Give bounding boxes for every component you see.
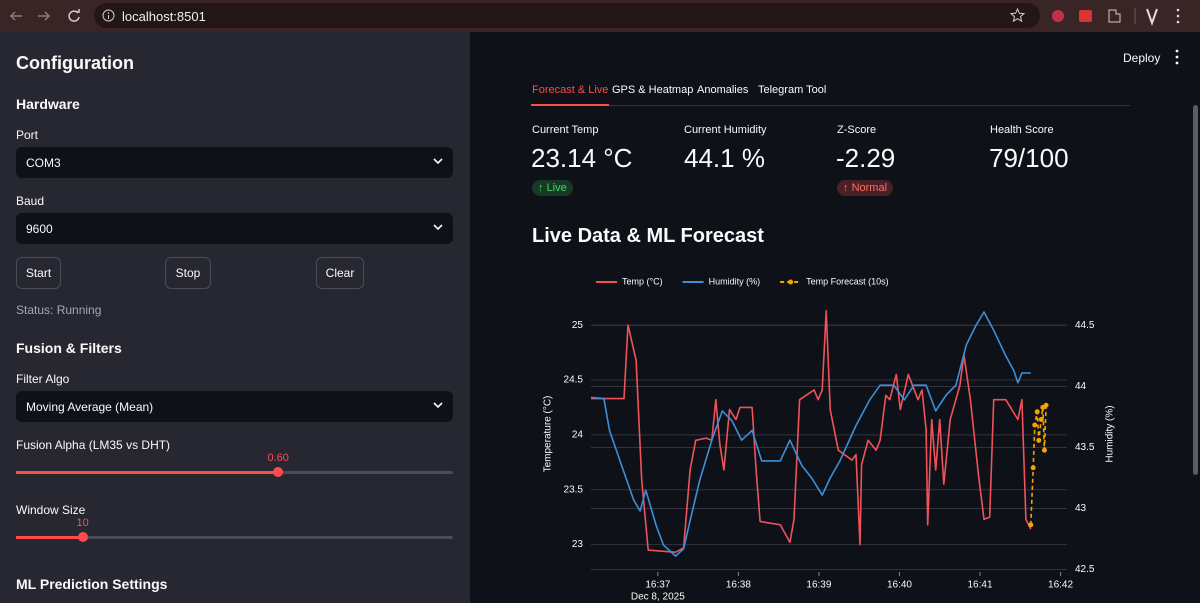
chevron	[433, 402, 443, 409]
star-icon[interactable]	[1010, 8, 1025, 23]
series-marker	[1036, 437, 1042, 443]
metric-delta: ↑ Normal	[837, 180, 894, 196]
metric-label: Health Score	[990, 124, 1054, 136]
y-axis-label: Temperature (°C)	[543, 396, 554, 473]
select-value: COM3	[26, 156, 61, 170]
x-tick-label: 16:38	[726, 580, 751, 591]
field-label: Window Size	[16, 503, 86, 517]
slider-fill	[16, 471, 279, 474]
tab-rule	[531, 105, 1130, 106]
port-select[interactable]: COM3	[16, 147, 453, 178]
legend-label: Humidity (%)	[709, 276, 761, 286]
y-tick-label: 23.5	[564, 484, 584, 495]
status-text: Status: Running	[16, 303, 102, 317]
x-sublabel: Dec 8, 2025	[631, 592, 685, 603]
x-tick-label: 16:40	[887, 580, 912, 591]
field-label: Filter Algo	[16, 372, 70, 386]
y-tick-label: 23	[572, 539, 584, 550]
metric-label: Current Humidity	[684, 124, 767, 136]
slider[interactable]: 10	[16, 517, 453, 542]
x-tick-label: 16:41	[967, 580, 992, 591]
browser-bar: localhost:8501	[0, 0, 1200, 32]
clear-button[interactable]: Clear	[316, 257, 364, 289]
tab[interactable]: Anomalies	[697, 84, 749, 96]
metric-label: Current Temp	[532, 124, 599, 136]
arrow: ↑	[843, 182, 852, 194]
legend-label: Temp (°C)	[622, 276, 663, 286]
deploy-button[interactable]: Deploy	[1123, 51, 1161, 65]
tab[interactable]: Telegram Tool	[758, 84, 827, 96]
x-tick-label: 16:39	[806, 580, 831, 591]
metric-value: 23.14 °C	[531, 143, 633, 173]
legend-label: Temp Forecast (10s)	[806, 276, 889, 286]
series-marker	[1034, 409, 1040, 415]
y2-tick-label: 42.5	[1075, 564, 1095, 575]
slider-fill	[16, 536, 83, 539]
metric-delta: ↑ Live	[532, 180, 573, 196]
y-tick-label: 24.5	[564, 375, 584, 386]
start-button[interactable]: Start	[16, 257, 61, 289]
x-tick-label: 16:37	[645, 580, 670, 591]
arrow: ↑	[538, 182, 547, 194]
filter-select[interactable]: Moving Average (Mean)	[16, 391, 453, 422]
series-marker	[1028, 522, 1034, 528]
stop-button[interactable]: Stop	[165, 257, 211, 289]
section-heading: ML Prediction Settings	[16, 576, 168, 592]
info-icon	[102, 9, 115, 22]
y2-axis-label: Humidity (%)	[1105, 405, 1116, 462]
chevron	[433, 224, 443, 231]
section-heading: Hardware	[16, 96, 80, 112]
series-line	[590, 311, 1031, 557]
metric-value: 79/100	[989, 143, 1069, 173]
tab[interactable]: GPS & Heatmap	[612, 84, 694, 96]
select-value: 9600	[26, 222, 53, 236]
sidebar-title: Configuration	[16, 53, 134, 73]
y-tick-label: 24	[572, 429, 584, 440]
slider-thumb[interactable]	[77, 532, 88, 542]
url-text: localhost:8501	[122, 9, 206, 24]
series-marker	[1038, 416, 1044, 422]
field-label: Port	[16, 128, 39, 142]
x-tick-label: 16:42	[1048, 580, 1073, 591]
baud-select[interactable]: 9600	[16, 213, 453, 244]
menu-icon[interactable]	[1172, 48, 1182, 66]
series-marker	[1043, 402, 1049, 408]
field-label: Baud	[16, 194, 45, 208]
y-tick-label: 25	[572, 320, 584, 331]
y2-tick-label: 44	[1075, 381, 1087, 392]
y2-tick-label: 43.5	[1075, 442, 1095, 453]
section-heading: Fusion & Filters	[16, 340, 122, 356]
select-value: Moving Average (Mean)	[26, 400, 154, 414]
slider[interactable]: 0.60	[16, 452, 453, 477]
sidebar: Configuration Hardware Port COM3 Baud 96…	[0, 32, 470, 603]
address-bar[interactable]: localhost:8501	[94, 3, 1040, 28]
delta-text: Live	[546, 182, 567, 194]
metric-value: 44.1 %	[684, 143, 765, 173]
series-marker	[1030, 465, 1036, 471]
series-marker	[1032, 422, 1038, 428]
slider-thumb[interactable]	[273, 467, 284, 477]
chevron	[433, 158, 443, 165]
slider-value: 10	[76, 517, 89, 529]
scrollbar[interactable]	[1193, 105, 1198, 475]
chart-title: Live Data & ML Forecast	[532, 225, 764, 247]
metric-label: Z-Score	[837, 124, 877, 136]
field-label: Fusion Alpha (LM35 vs DHT)	[16, 438, 171, 452]
delta-text: Normal	[851, 182, 888, 194]
series-line	[591, 310, 1032, 553]
tab[interactable]: Forecast & Live	[532, 84, 609, 96]
y2-tick-label: 44.5	[1075, 320, 1095, 331]
active-tab-underline	[531, 104, 609, 106]
y2-tick-label: 43	[1075, 503, 1087, 514]
series-marker	[1041, 447, 1047, 453]
nav-icons	[9, 9, 80, 22]
slider-value: 0.60	[267, 452, 289, 464]
legend-marker	[788, 279, 794, 285]
metric-value: -2.29	[836, 143, 896, 173]
extension-icons	[1052, 8, 1180, 26]
